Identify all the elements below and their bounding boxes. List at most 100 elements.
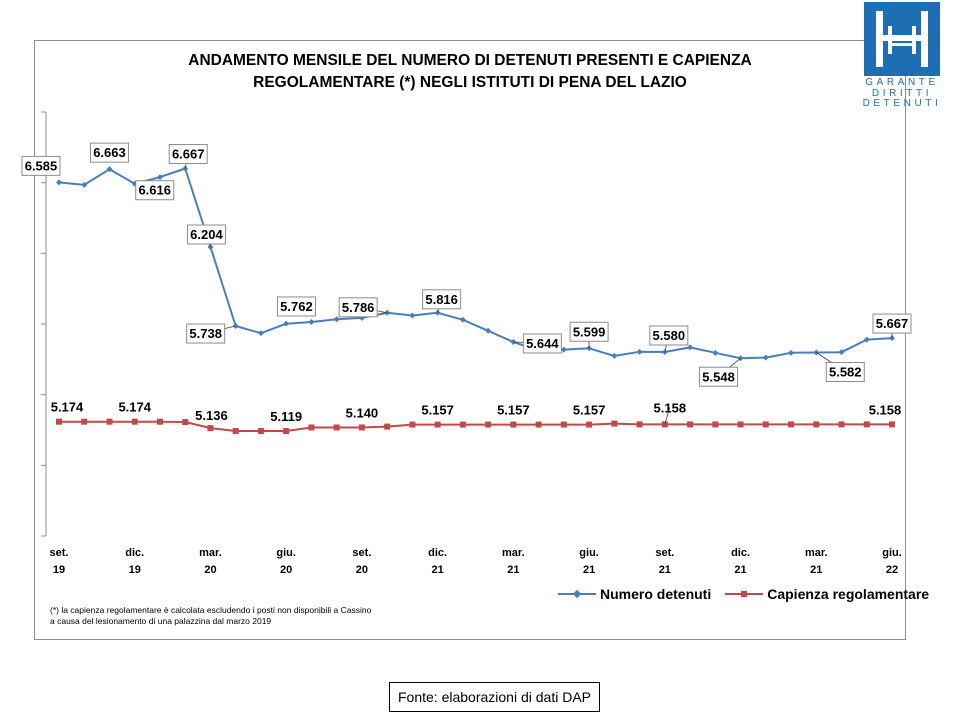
x-tick-label: mar. 20 <box>199 547 222 576</box>
garante-logo: GARANTE DIRITTI DETENUTI <box>862 2 942 110</box>
data-label: 5.738 <box>189 326 222 341</box>
data-label: 5.136 <box>195 408 228 423</box>
data-label: 5.762 <box>280 299 313 314</box>
legend-label-detenuti: Numero detenuti <box>600 586 712 602</box>
chart-title-line-1: ANDAMENTO MENSILE DEL NUMERO DI DETENUTI… <box>188 52 752 69</box>
data-point-detenuti <box>687 344 694 351</box>
data-label-box <box>699 366 739 387</box>
data-label: 5.582 <box>829 364 862 379</box>
legend-label-capienza: Capienza regolamentare <box>767 586 930 602</box>
data-point-capienza <box>788 421 795 428</box>
logo-text-line-1: GARANTE <box>865 77 939 88</box>
data-label-box <box>338 297 378 318</box>
data-point-capienza <box>863 421 870 428</box>
data-point-capienza <box>813 421 820 428</box>
data-point-capienza <box>459 421 466 428</box>
data-label: 5.786 <box>342 300 375 315</box>
x-tick-label: set. 20 <box>352 547 371 576</box>
data-point-detenuti <box>81 181 88 188</box>
data-point-capienza <box>333 424 340 431</box>
data-point-capienza <box>283 428 290 435</box>
chart-legend: Numero detenuti Capienza regolamentare <box>558 586 929 602</box>
data-point-capienza <box>384 423 391 430</box>
data-point-detenuti <box>560 346 567 353</box>
data-label: 5.157 <box>573 403 606 418</box>
data-point-detenuti <box>459 316 466 323</box>
data-label-box <box>422 289 462 310</box>
data-label-leader <box>664 407 671 425</box>
data-point-capienza <box>485 421 492 428</box>
series-line-capienza <box>59 420 892 432</box>
logo-text-line-2: DIRITTI <box>871 87 933 99</box>
data-point-detenuti <box>283 320 290 327</box>
x-tick-label: mar. 21 <box>805 547 828 576</box>
data-point-capienza <box>712 421 719 428</box>
data-point-detenuti <box>56 179 62 186</box>
footnote-line-2: a causa del lesionamento di una palazzin… <box>50 616 272 626</box>
data-point-detenuti <box>712 349 719 356</box>
data-point-detenuti <box>838 349 845 356</box>
x-tick-label: giu. 21 <box>579 547 599 576</box>
chart-title-line-2: REGOLAMENTARE (*) NEGLI ISTITUTI DI PENA… <box>253 74 687 91</box>
data-label: 5.158 <box>869 402 902 417</box>
data-point-capienza <box>131 418 138 425</box>
data-label: 5.157 <box>497 403 530 418</box>
data-label-box <box>135 180 175 201</box>
logo-mark-icon <box>864 2 940 76</box>
data-label: 6.204 <box>190 227 223 242</box>
data-point-capienza <box>737 421 744 428</box>
chart-title: ANDAMENTO MENSILE DEL NUMERO DI DETENUTI… <box>0 50 940 94</box>
data-label: 5.599 <box>573 324 606 339</box>
data-point-capienza <box>560 421 567 428</box>
data-point-detenuti <box>485 327 492 334</box>
data-point-capienza <box>232 428 239 435</box>
data-point-capienza <box>156 418 163 425</box>
data-label: 6.616 <box>138 183 171 198</box>
legend-item-detenuti: Numero detenuti <box>558 586 711 602</box>
data-point-detenuti <box>257 330 264 337</box>
data-label-box <box>649 325 689 346</box>
data-point-capienza <box>586 421 593 428</box>
data-point-detenuti <box>788 349 795 356</box>
data-point-capienza <box>106 418 113 425</box>
data-point-capienza <box>510 421 517 428</box>
data-point-capienza <box>535 421 542 428</box>
data-label-box <box>569 321 609 342</box>
data-label: 5.174 <box>118 400 151 415</box>
logo-text: GARANTE DIRITTI DETENUTI <box>862 77 942 110</box>
data-label: 5.548 <box>702 369 735 384</box>
data-point-capienza <box>636 421 643 428</box>
data-point-capienza <box>687 421 694 428</box>
source-note: Fonte: elaborazioni di dati DAP <box>389 682 600 712</box>
data-label: 5.140 <box>346 405 379 420</box>
x-tick-label: set. 19 <box>50 547 69 576</box>
legend-item-capienza: Capienza regolamentare <box>725 586 929 602</box>
data-label: 6.585 <box>25 158 58 173</box>
data-label-box <box>276 296 316 317</box>
data-point-capienza <box>838 421 845 428</box>
data-label-box <box>186 323 226 344</box>
chart-frame <box>34 40 906 640</box>
data-label: 5.157 <box>421 403 454 418</box>
data-point-detenuti <box>409 312 416 319</box>
data-point-capienza <box>182 419 189 426</box>
data-point-capienza <box>409 421 416 428</box>
x-tick-label: giu. 22 <box>882 547 902 576</box>
x-tick-label: dic. 19 <box>125 547 144 576</box>
legend-swatch-capienza <box>725 588 764 600</box>
data-label: 5.174 <box>51 400 84 415</box>
data-label: 5.580 <box>653 328 686 343</box>
data-point-detenuti <box>863 336 870 343</box>
data-point-capienza <box>257 428 264 435</box>
data-label-box <box>186 224 226 245</box>
legend-swatch-detenuti <box>558 588 596 600</box>
data-point-detenuti <box>636 348 643 355</box>
data-point-detenuti <box>333 316 340 323</box>
data-label: 5.816 <box>425 292 458 307</box>
x-tick-label: giu. 20 <box>276 547 296 576</box>
data-label-box <box>168 143 208 164</box>
data-point-detenuti <box>156 174 163 181</box>
data-label-box <box>522 333 562 354</box>
x-tick-label: dic. 21 <box>731 547 750 576</box>
